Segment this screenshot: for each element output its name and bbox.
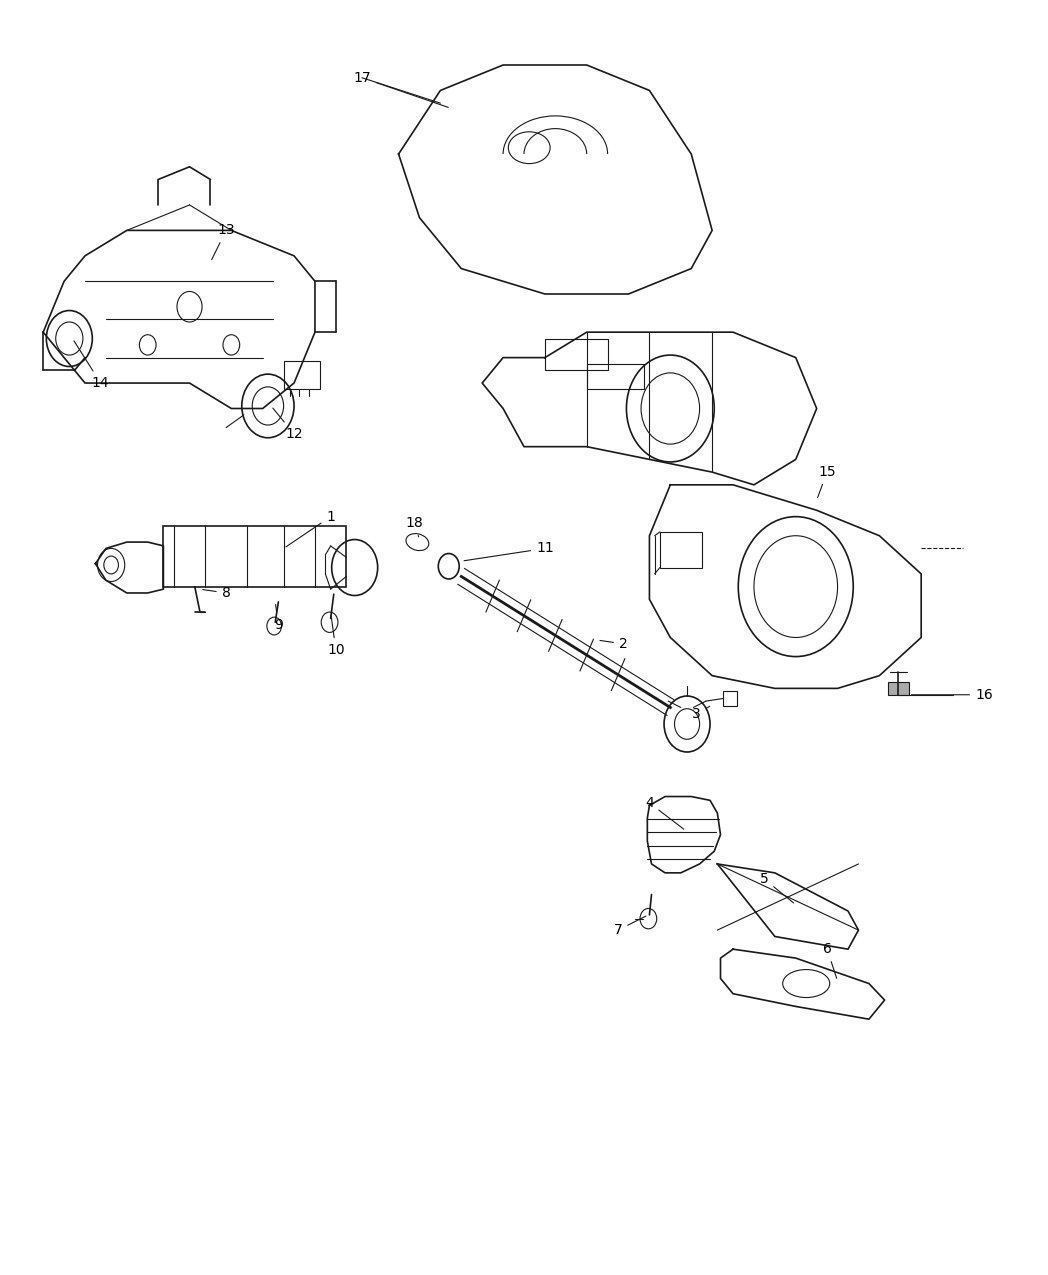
Text: 14: 14 [74, 340, 109, 390]
Text: 5: 5 [760, 872, 793, 903]
Text: 4: 4 [646, 796, 683, 829]
Text: 7: 7 [614, 917, 646, 937]
Text: 1: 1 [286, 510, 335, 547]
Text: 17: 17 [353, 70, 449, 107]
FancyBboxPatch shape [888, 682, 909, 695]
Text: 9: 9 [274, 604, 283, 632]
Text: 8: 8 [202, 586, 231, 601]
Text: 13: 13 [212, 223, 235, 260]
Text: 3: 3 [692, 706, 709, 720]
Text: 16: 16 [912, 687, 992, 701]
Text: 15: 15 [817, 465, 836, 497]
Text: 18: 18 [406, 516, 423, 537]
Text: 12: 12 [272, 408, 303, 441]
Text: 2: 2 [599, 636, 628, 650]
Text: 11: 11 [464, 542, 553, 561]
Text: 10: 10 [327, 615, 345, 657]
Text: 6: 6 [823, 942, 836, 978]
